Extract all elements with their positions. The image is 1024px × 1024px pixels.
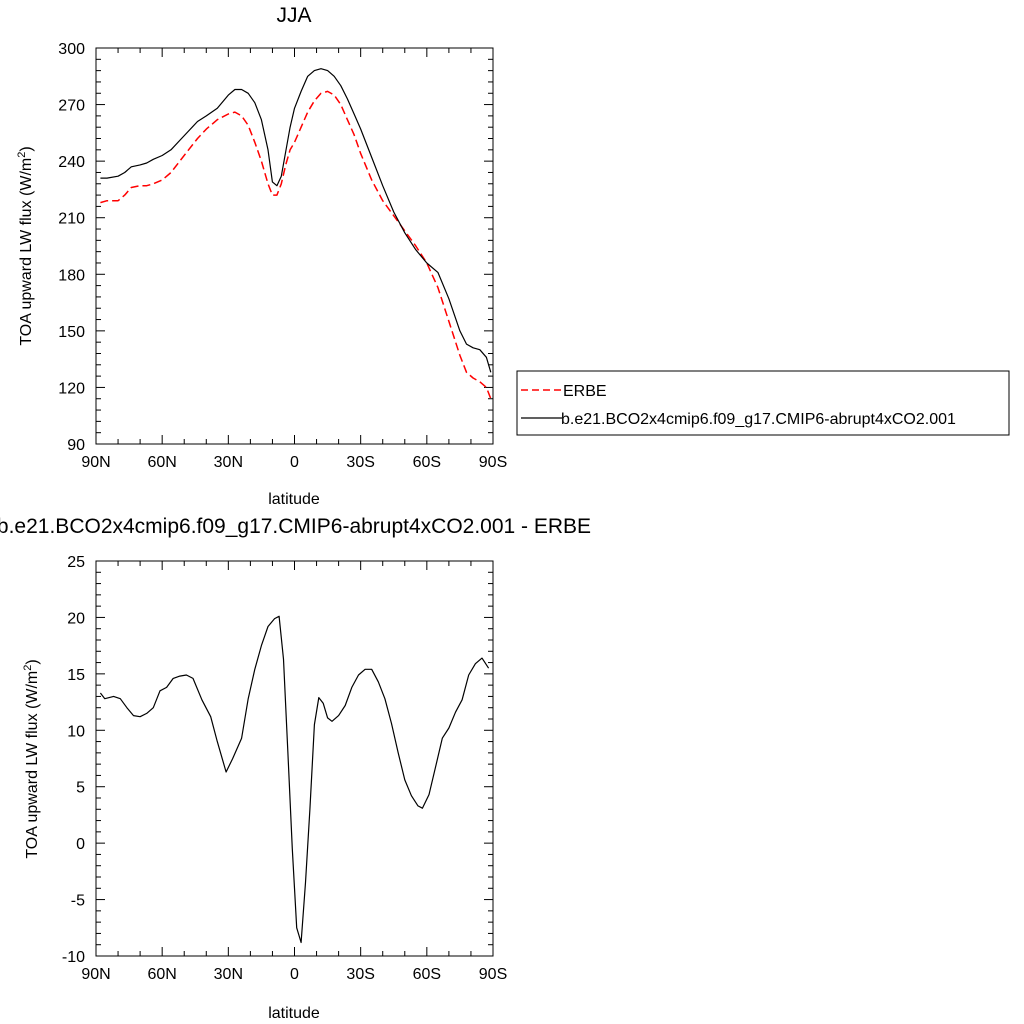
top-y-tick-label: 180 <box>58 267 85 284</box>
top-plot-frame <box>95 47 494 445</box>
top-x-tick-label: 90S <box>479 454 507 471</box>
top-y-tick-label: 210 <box>58 211 85 228</box>
legend-box <box>516 370 1010 436</box>
bottom-x-tick-label: 90S <box>479 966 507 983</box>
top-x-tick-label: 60N <box>147 454 176 471</box>
bottom-y-tick-label: 10 <box>67 723 85 740</box>
top-y-tick-label: 90 <box>67 437 85 454</box>
top-y-axis-label: TOA upward LW flux (W/m2) <box>16 146 35 345</box>
bottom-x-tick-label: 30S <box>346 966 374 983</box>
legend-model-label: b.e21.BCO2x4cmip6.f09_g17.CMIP6-abrupt4x… <box>561 411 956 428</box>
top-y-tick-label: 270 <box>58 98 85 115</box>
bottom-x-tick-label: 90N <box>81 966 110 983</box>
top-series-b-e21-bco2x4cmip6-f09-g17-cmip6-abrupt4xco2-001 <box>100 68 492 373</box>
top-x-tick-label: 0 <box>290 454 299 471</box>
top-x-axis-label: latitude <box>268 491 320 508</box>
top-y-tick-label: 150 <box>58 324 85 341</box>
top-y-tick-label: 240 <box>58 154 85 171</box>
bottom-x-tick-label: 60N <box>147 966 176 983</box>
bottom-chart-title: b.e21.BCO2x4cmip6.f09_g17.CMIP6-abrupt4x… <box>0 515 591 538</box>
top-chart-title: JJA <box>276 4 311 27</box>
bottom-y-tick-label: 25 <box>67 554 85 571</box>
bottom-series-line-0 <box>99 615 490 944</box>
bottom-plot-frame <box>95 560 494 957</box>
bottom-plot-area: 90N 60N 30N 0 30S 60S 90S -10 -5 0 5 10 15 20 25 <box>62 554 507 983</box>
top-x-tick-label: 30S <box>346 454 374 471</box>
top-x-tick-label: 30N <box>214 454 243 471</box>
bottom-x-tick-label: 30N <box>214 966 243 983</box>
top-x-tick-label: 90N <box>81 454 110 471</box>
bottom-x-tick-label: 60S <box>413 966 441 983</box>
top-plot-area: 90N 60N 30N 0 30S 60S 90S 90 120 150 180 210 240 270 3… <box>58 41 507 471</box>
top-y-tick-label: 120 <box>58 380 85 397</box>
bottom-y-tick-label: -10 <box>62 949 85 966</box>
legend: ERBE b.e21.BCO2x4cmip6.f09_g17.CMIP6-abr… <box>516 370 1010 436</box>
bottom-y-tick-label: 15 <box>67 667 85 684</box>
bottom-x-tick-label: 0 <box>290 966 299 983</box>
top-chart: JJA 90N 60N 30N 0 30S 60S 90S 90 120 150 180 210 240… <box>16 4 507 508</box>
bottom-y-tick-label: 20 <box>67 610 85 627</box>
bottom-y-tick-label: -5 <box>71 893 85 910</box>
top-y-tick-label: 300 <box>58 41 85 58</box>
bottom-chart: b.e21.BCO2x4cmip6.f09_g17.CMIP6-abrupt4x… <box>0 515 591 1022</box>
bottom-y-tick-label: 5 <box>76 780 85 797</box>
legend-erbe-label: ERBE <box>563 383 607 400</box>
top-x-tick-label: 60S <box>413 454 441 471</box>
bottom-y-tick-label: 0 <box>76 836 85 853</box>
bottom-y-axis-label: TOA upward LW flux (W/m2) <box>22 659 41 858</box>
top-series-erbe <box>100 90 492 399</box>
bottom-x-axis-label: latitude <box>268 1005 320 1022</box>
